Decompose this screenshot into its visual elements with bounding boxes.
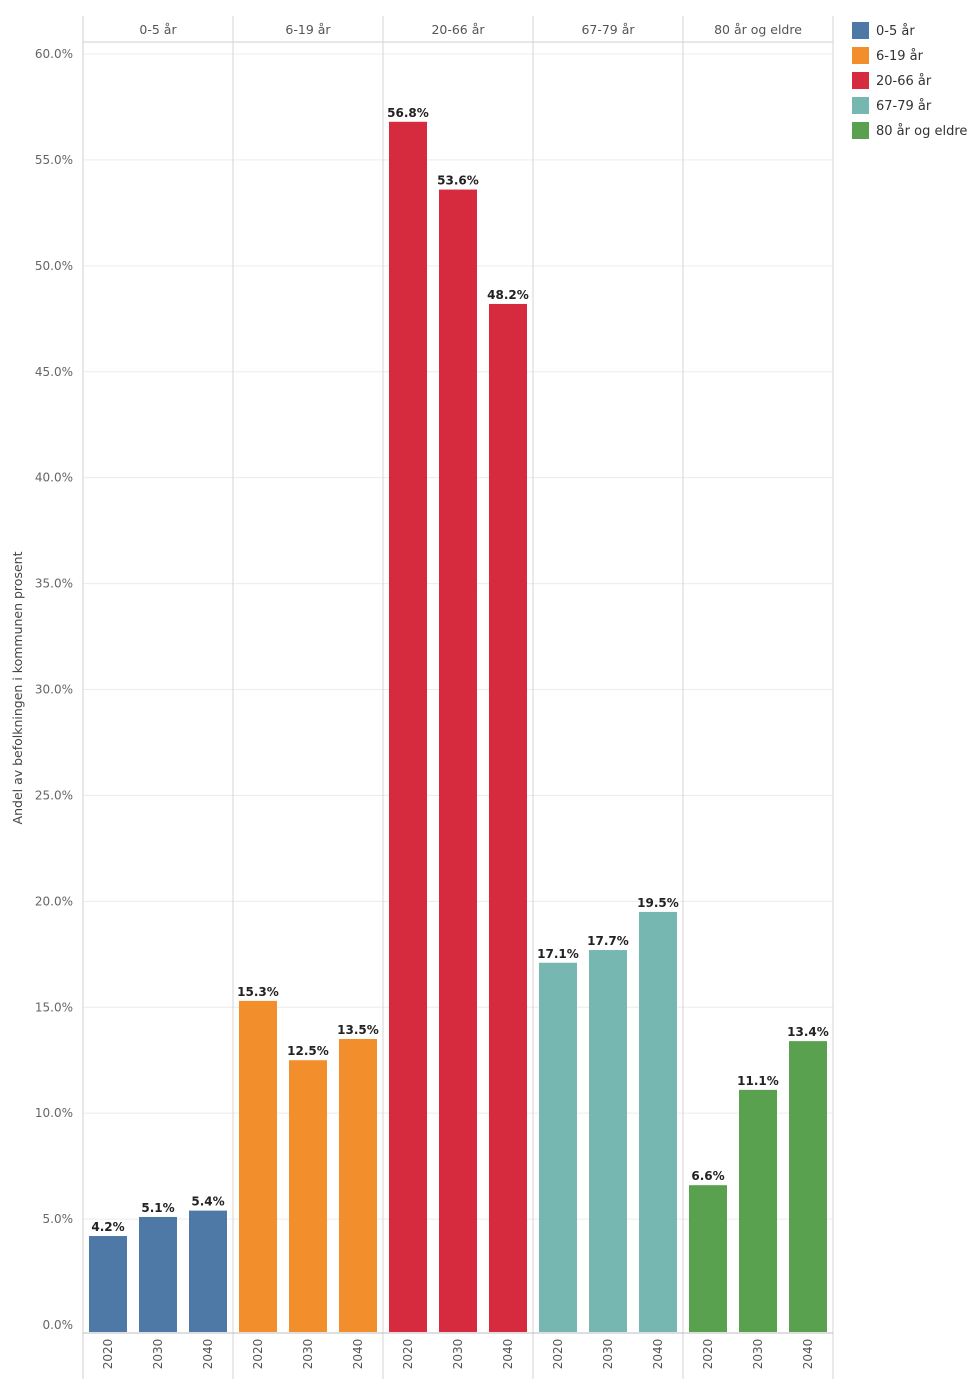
legend-label: 6-19 år [876,49,924,64]
bar [539,962,577,1332]
bar [689,1185,727,1332]
x-tick-label: 2030 [301,1339,315,1370]
panel-header-label: 80 år og eldre [714,22,802,37]
data-label: 13.4% [787,1025,829,1039]
data-label: 5.4% [191,1195,224,1209]
y-tick-label: 5.0% [43,1212,74,1226]
bar [639,911,677,1332]
data-label: 17.7% [587,934,629,948]
bar [139,1216,177,1332]
x-tick-label: 2030 [151,1339,165,1370]
y-tick-label: 40.0% [35,471,73,485]
y-tick-label: 15.0% [35,1000,73,1014]
panel-header-label: 67-79 år [581,22,635,37]
data-label: 5.1% [141,1201,174,1215]
bar [489,303,527,1332]
y-tick-label: 60.0% [35,47,73,61]
bar [189,1210,227,1332]
data-label: 56.8% [387,106,429,120]
data-label: 6.6% [691,1169,724,1183]
data-label: 19.5% [637,896,679,910]
bar [789,1041,827,1332]
legend-label: 0-5 år [876,24,915,39]
x-tick-label: 2040 [651,1339,665,1370]
data-label: 15.3% [237,985,279,999]
data-label: 11.1% [737,1074,779,1088]
x-tick-label: 2020 [101,1339,115,1370]
x-tick-label: 2020 [701,1339,715,1370]
x-tick-label: 2030 [601,1339,615,1370]
y-tick-label: 30.0% [35,683,73,697]
bar [239,1000,277,1332]
panel-header-label: 6-19 år [285,22,331,37]
x-tick-label: 2020 [551,1339,565,1370]
panel-header-label: 0-5 år [139,22,177,37]
data-label: 13.5% [337,1023,379,1037]
y-tick-label: 25.0% [35,788,73,802]
x-tick-label: 2040 [201,1339,215,1370]
bar [589,950,627,1332]
legend-swatch [852,72,869,89]
y-tick-label: 55.0% [35,153,73,167]
legend-swatch [852,22,869,39]
x-tick-label: 2020 [401,1339,415,1370]
y-tick-label: 10.0% [35,1106,73,1120]
data-label: 12.5% [287,1044,329,1058]
data-label: 17.1% [537,947,579,961]
x-tick-label: 2030 [751,1339,765,1370]
bar [389,121,427,1333]
legend-label: 67-79 år [876,99,932,114]
x-tick-label: 2040 [801,1339,815,1370]
panel-header-label: 20-66 år [431,22,485,37]
data-label: 4.2% [91,1220,124,1234]
legend-swatch [852,122,869,139]
y-tick-label: 20.0% [35,894,73,908]
bar [439,189,477,1332]
legend-label: 80 år og eldre [876,124,967,139]
x-tick-label: 2040 [501,1339,515,1370]
y-axis-title: Andel av befolkningen i kommunen prosent [10,551,25,824]
legend-swatch [852,97,869,114]
bar [739,1089,777,1332]
y-tick-label: 35.0% [35,577,73,591]
x-tick-label: 2030 [451,1339,465,1370]
bar [339,1039,377,1332]
y-tick-label: 0.0% [43,1318,74,1332]
legend-swatch [852,47,869,64]
data-label: 48.2% [487,288,529,302]
y-tick-label: 45.0% [35,365,73,379]
y-tick-label: 50.0% [35,259,73,273]
x-tick-label: 2040 [351,1339,365,1370]
bar [289,1060,327,1332]
x-tick-label: 2020 [251,1339,265,1370]
legend-label: 20-66 år [876,74,932,89]
data-label: 53.6% [437,174,479,188]
bar [89,1236,127,1332]
